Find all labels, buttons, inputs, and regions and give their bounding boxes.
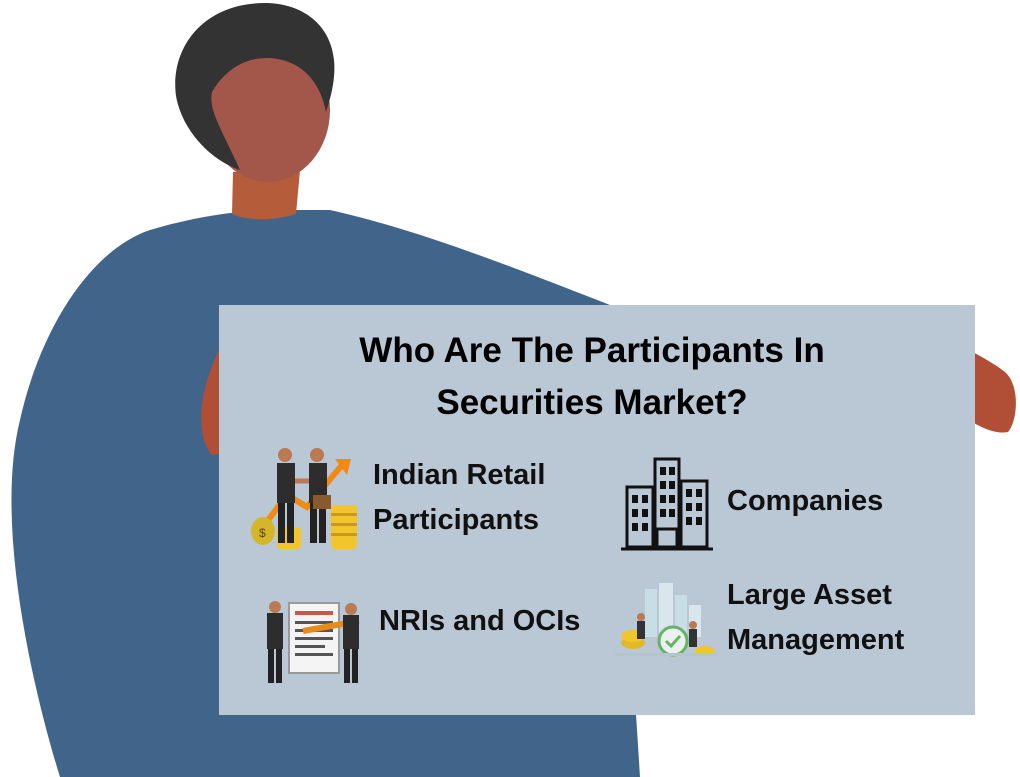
asset-management-icon [615,583,719,657]
info-board: Who Are The Participants In Securities M… [219,305,975,715]
office-building-icon [621,457,713,551]
face [206,38,330,182]
svg-text:$: $ [259,526,266,540]
businessmen-handshake-coins-icon: $ [251,448,357,549]
neck [232,170,300,220]
hair [175,3,335,171]
title-line-2: Securities Market? [436,383,748,422]
participant-label-companies: Companies [727,485,884,517]
businessmen-contract-pen-icon [267,601,360,683]
title-line-1: Who Are The Participants In [359,331,825,370]
participant-label-nri: NRIs and OCIs [379,605,581,637]
board-title: Who Are The Participants In Securities M… [219,325,965,429]
participant-label-retail: Indian Retail Participants [373,459,546,536]
participant-label-asset-management: Large Asset Management [727,579,905,656]
